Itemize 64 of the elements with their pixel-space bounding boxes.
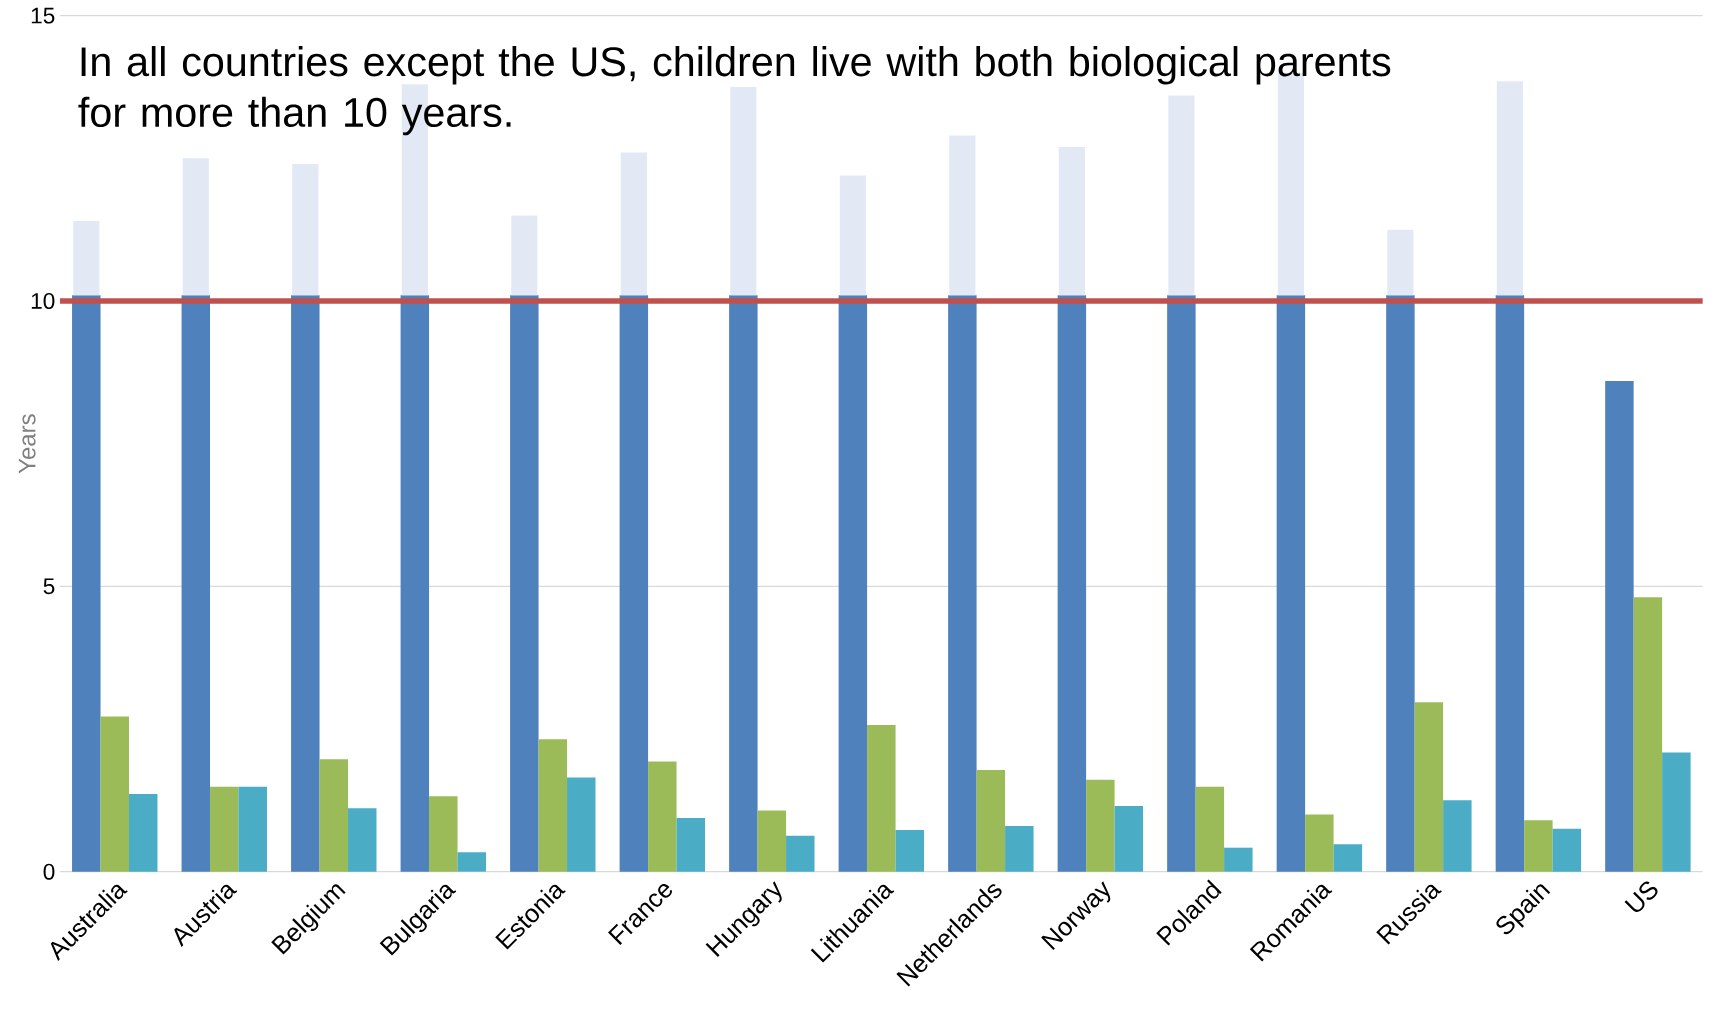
- bar: [457, 852, 486, 872]
- y-tick-label: 15: [31, 7, 55, 24]
- bar: [73, 221, 100, 296]
- bar: [1524, 820, 1553, 872]
- bar: [1195, 786, 1225, 872]
- bar: [676, 818, 706, 872]
- bar: [1224, 847, 1253, 872]
- y-tick-label: 0: [43, 863, 55, 880]
- bar: [1057, 295, 1087, 872]
- bar: [948, 295, 977, 872]
- bar: [867, 724, 896, 872]
- bar: [786, 835, 815, 872]
- bar: [567, 777, 596, 872]
- bar: [949, 135, 976, 296]
- bar: [648, 761, 677, 872]
- bar: [238, 786, 267, 872]
- bar: [729, 295, 758, 872]
- bar: [511, 215, 538, 296]
- bar: [976, 770, 1006, 872]
- x-tick-label: US: [1624, 881, 1658, 912]
- bar: [210, 786, 239, 872]
- bar: [730, 86, 757, 296]
- bar: [1496, 81, 1524, 296]
- bar: [838, 295, 868, 872]
- bar: [400, 295, 430, 872]
- bar: [1386, 295, 1415, 872]
- bar: [620, 152, 647, 296]
- bar: [1167, 295, 1196, 872]
- bar: [348, 808, 377, 872]
- bar: [100, 716, 129, 872]
- bar: [1495, 295, 1525, 872]
- bar: [1305, 814, 1334, 872]
- bar: [1662, 752, 1691, 872]
- bar: [510, 295, 539, 872]
- bar: [1633, 597, 1663, 872]
- y-tick-label: 5: [43, 578, 55, 595]
- bar: [1168, 95, 1195, 296]
- text: In all countries except the US, children live with both biological parents for more than 10 years.: [78, 46, 1391, 136]
- bar: [129, 794, 158, 872]
- bar: [895, 829, 925, 872]
- bar: [538, 739, 568, 872]
- bar: [619, 295, 649, 872]
- bar: [1414, 702, 1444, 872]
- bar: [182, 158, 209, 296]
- bar: [1086, 779, 1115, 872]
- y-tick-label: 10: [31, 292, 55, 310]
- bar: [1605, 380, 1634, 872]
- bar: [1333, 844, 1363, 872]
- y-axis-title: Years: [18, 414, 36, 474]
- bar: [839, 175, 866, 296]
- bar: [319, 759, 349, 872]
- bar: [757, 810, 787, 872]
- bar: [181, 295, 211, 872]
- bar: [1552, 828, 1582, 872]
- bar: [1276, 295, 1306, 872]
- bar: [1005, 826, 1034, 872]
- bar: [1114, 806, 1144, 872]
- bar: [291, 295, 320, 872]
- bar: [429, 796, 458, 872]
- bar: [292, 164, 319, 296]
- bar: [72, 295, 101, 872]
- bar: [1443, 800, 1472, 872]
- bar: [1387, 229, 1414, 296]
- bar: [1058, 146, 1085, 296]
